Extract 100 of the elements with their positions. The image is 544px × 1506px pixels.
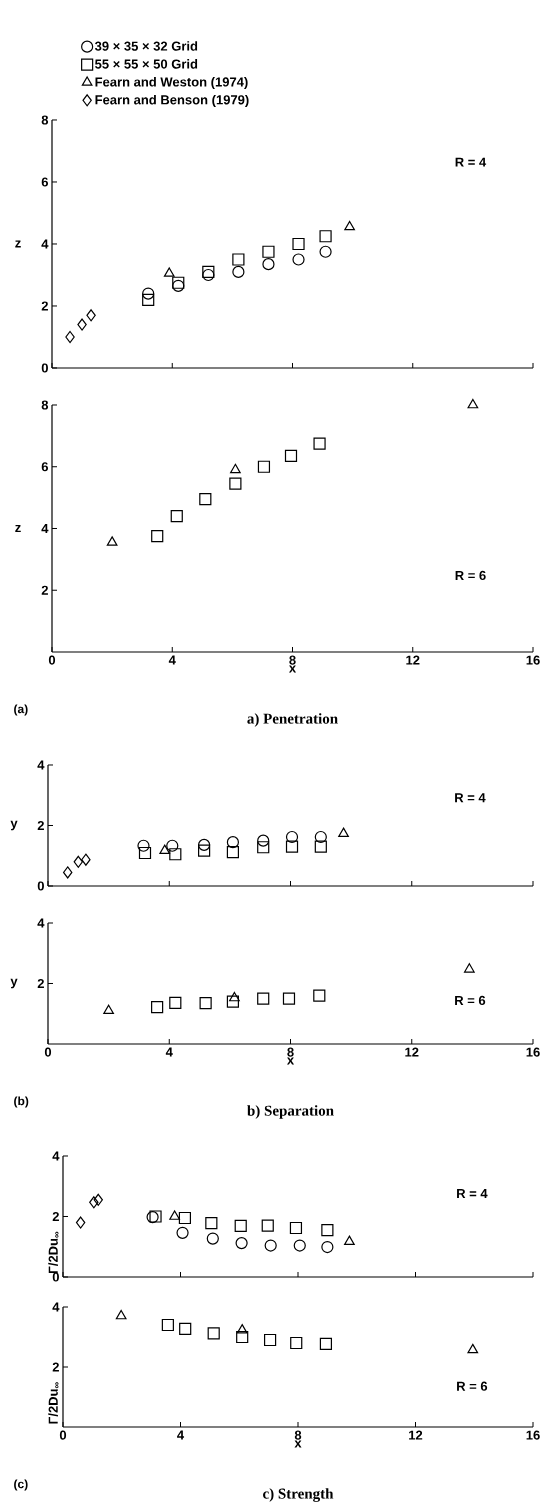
point [169,1210,180,1220]
y-tick-label: 2 [52,1211,59,1222]
point [198,838,211,851]
y-tick-label: 0 [41,363,48,373]
point [65,330,75,344]
x-tick-label: 4 [168,655,176,665]
point [159,844,171,854]
point [169,996,182,1009]
y-tick-label: 4 [41,239,49,249]
point [142,287,155,300]
annotation: R = 6 [457,1381,488,1391]
x-tick-label: 16 [526,655,540,665]
point [226,995,240,1008]
y-tick-label: 2 [37,978,44,989]
point [467,398,479,409]
point [62,866,73,879]
y-axis-title: z [15,240,21,248]
point [292,253,305,266]
x-tick-label: 16 [526,1047,540,1057]
y-axis-title: Γ/2Du$_{∞}$ [48,1382,59,1424]
point [81,853,91,866]
point [115,1309,127,1320]
point [207,1327,220,1340]
point [106,536,118,546]
y-tick-label: 2 [41,585,48,595]
point [319,230,332,243]
annotation: R = 4 [457,1189,488,1198]
point [257,460,271,473]
point [314,830,327,844]
point [463,963,475,973]
y-tick-label: 0 [37,881,44,891]
point [151,530,164,543]
x-tick-label: 16 [526,1430,540,1440]
legend-label: Fearn and Benson (1979) [95,94,249,108]
point [178,1211,192,1225]
point [344,220,355,231]
x-tick-label: 12 [409,1430,423,1440]
y-tick-label: 4 [52,1151,60,1161]
annotation: R = 4 [455,157,487,167]
point [137,839,150,852]
point [262,245,275,258]
point [205,1217,218,1230]
point [229,991,240,1002]
point [179,1322,192,1335]
legend-label: 55 × 55 × 50 Grid [95,59,198,69]
x-tick-label: 4 [165,1047,173,1057]
point [232,253,245,266]
y-axis-title: y [10,978,18,989]
y-tick-label: 4 [37,760,45,770]
point [285,840,299,853]
point [313,989,326,1002]
point [234,1219,247,1232]
y-tick-label: 0 [52,1272,59,1282]
point [235,1237,248,1250]
point [163,267,175,277]
point [290,1336,303,1350]
point [169,848,182,861]
point [319,1337,333,1350]
x-tick-label: 12 [406,655,420,665]
point [321,1224,334,1237]
point [77,318,87,331]
point [226,836,240,849]
y-tick-label: 4 [52,1302,60,1312]
point [285,830,299,844]
point [313,437,326,450]
point [198,844,211,857]
point [151,1000,164,1014]
x-axis-title: x [286,1057,295,1065]
legend-label: 39 × 35 × 32 Grid [94,41,198,51]
point [202,268,215,282]
point [284,449,298,463]
point [344,1235,355,1245]
y-tick-label: 8 [41,115,49,125]
point [321,1240,334,1254]
text: (c) [14,1479,28,1491]
y-tick-label: 8 [41,400,49,410]
point [261,1219,274,1232]
point [262,258,275,271]
text: c) Strength [263,1488,334,1502]
point [257,992,270,1005]
point [229,477,242,490]
y-tick-label: 6 [41,177,49,187]
point [289,1221,303,1235]
point [230,463,241,474]
point [93,1193,103,1206]
point [236,1330,249,1344]
point [138,846,152,860]
text: a) Penetration [247,713,338,727]
point [89,1196,99,1209]
y-axis-title: y [10,820,18,831]
x-axis-title: x [294,1440,302,1448]
point [170,510,183,523]
point [292,237,305,251]
legend-label: Fearn and Weston (1974) [95,76,248,90]
x-axis-title: x [288,665,297,673]
x-tick-label: 0 [59,1430,67,1440]
point [293,1239,306,1252]
point [142,293,155,306]
point [319,245,332,258]
y-tick-label: 2 [37,820,44,831]
